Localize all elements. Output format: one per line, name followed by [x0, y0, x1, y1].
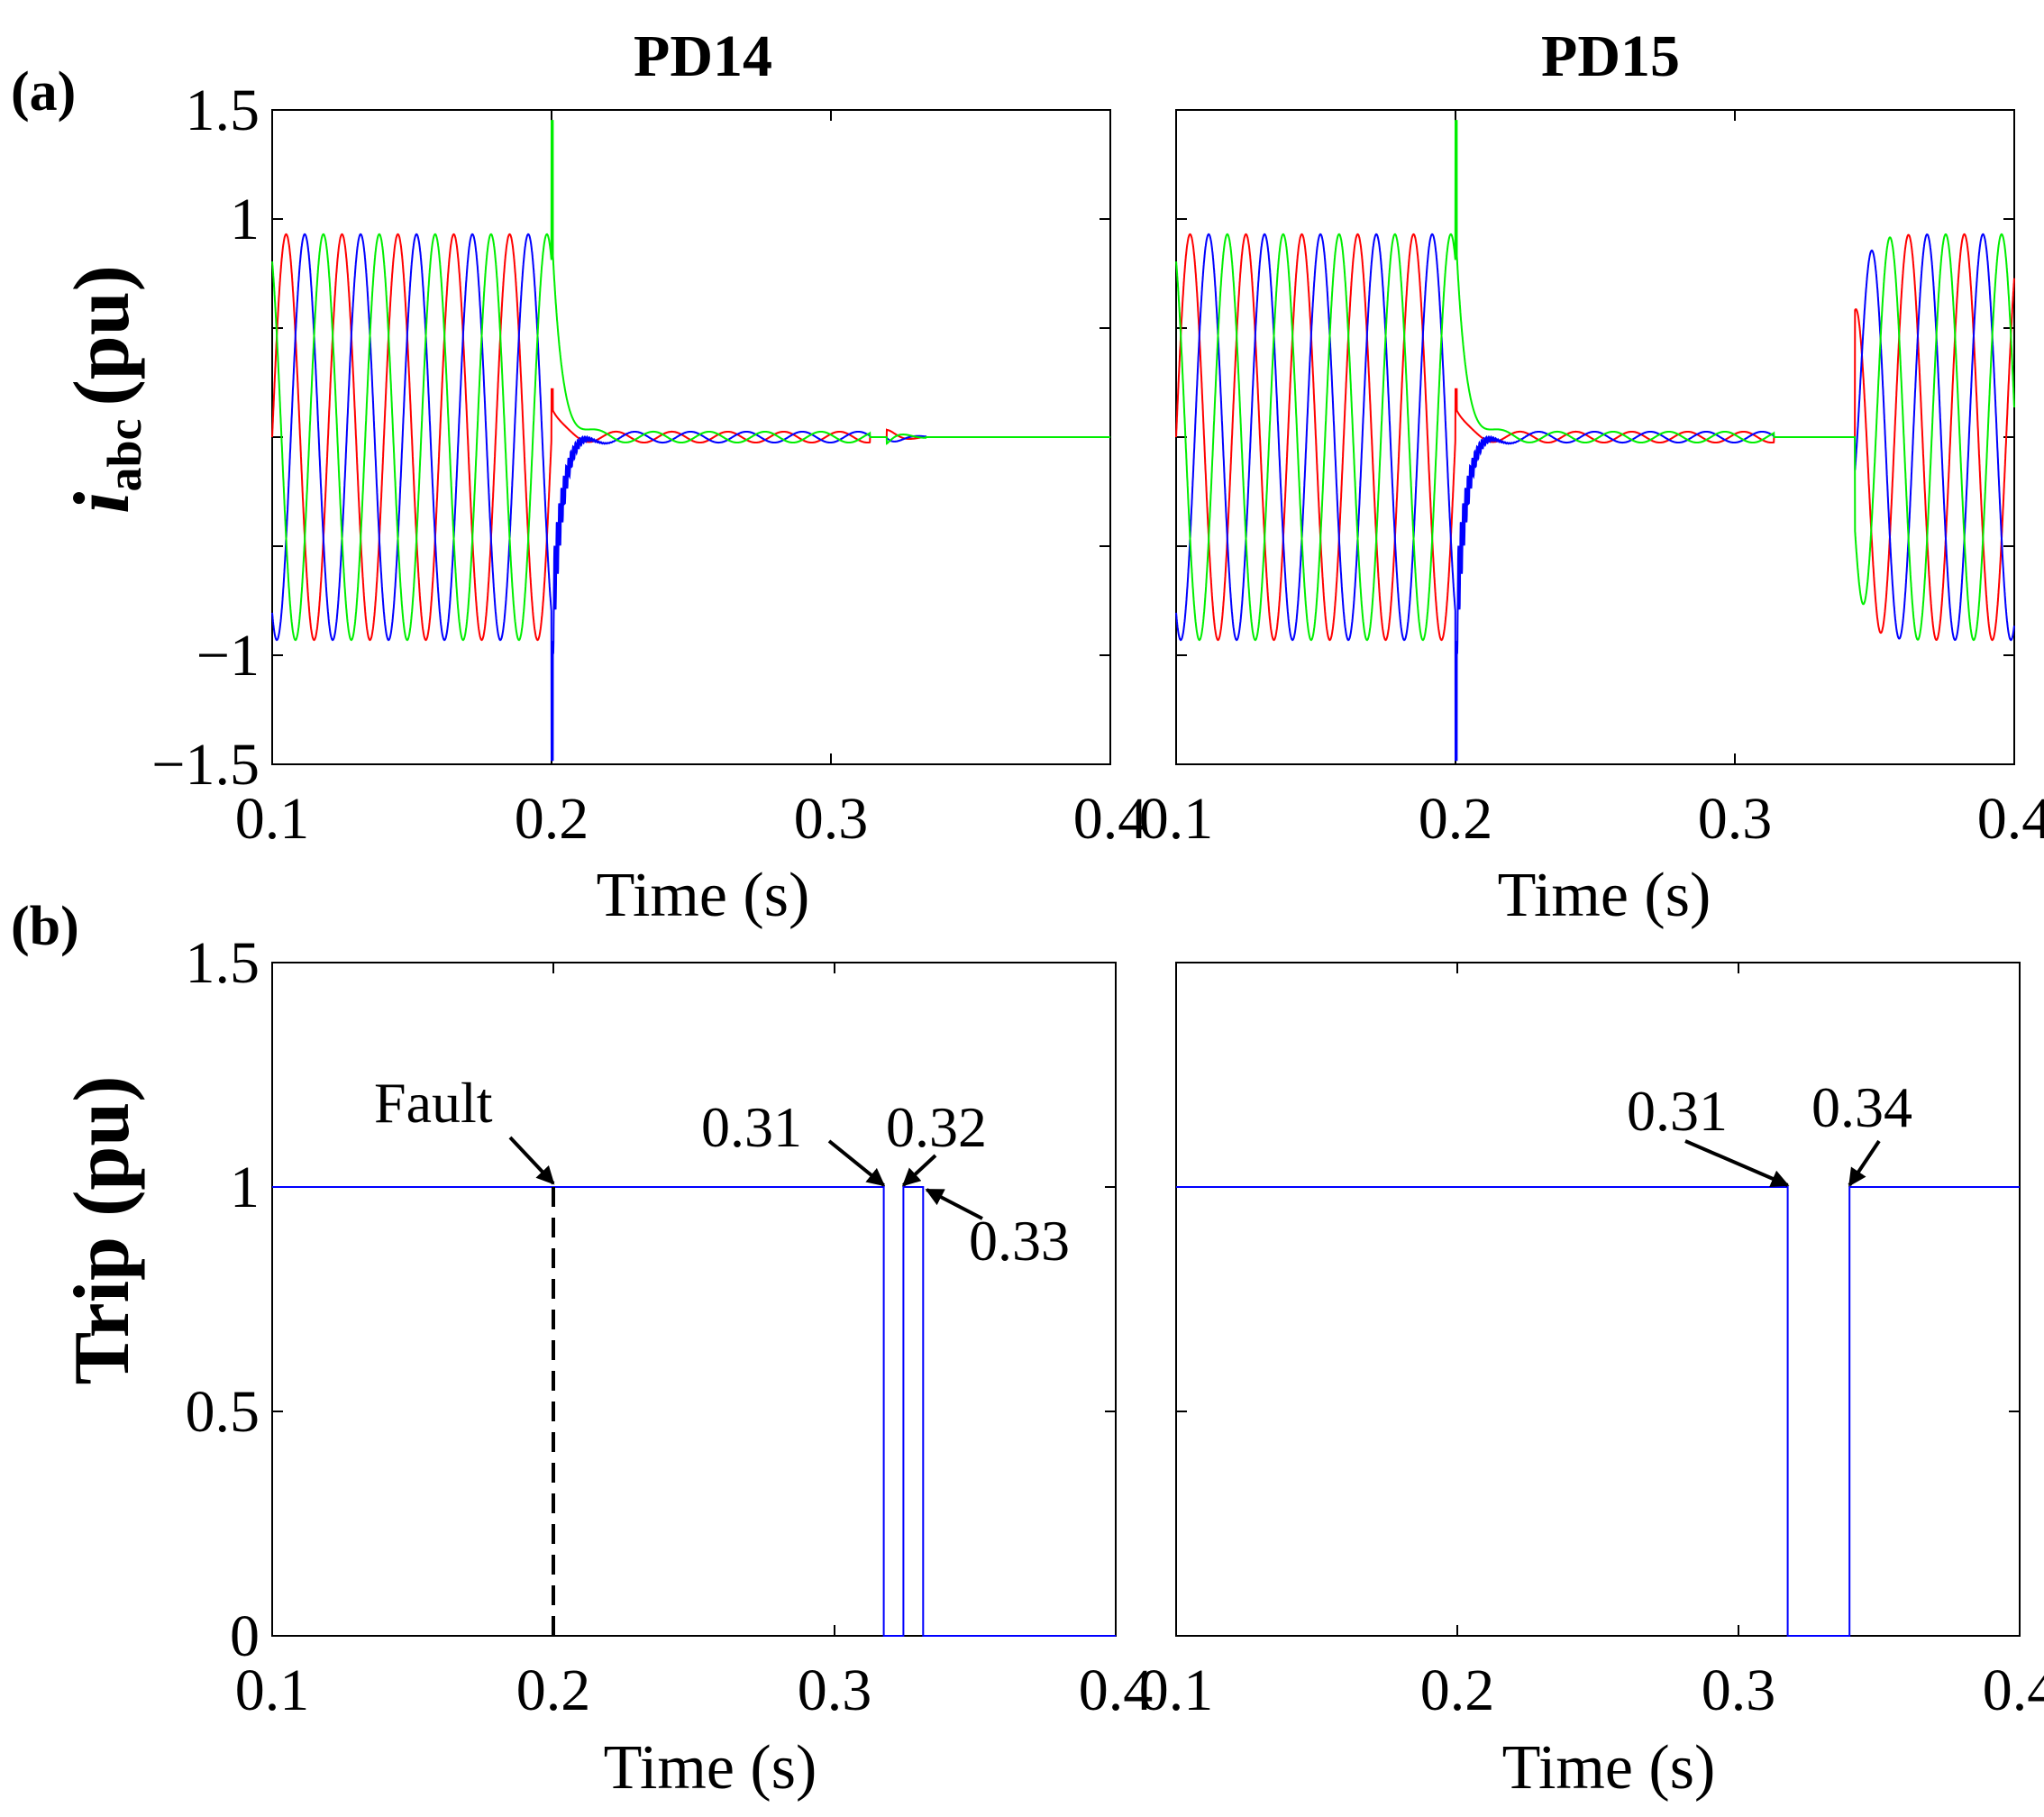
annotation-arrow-pd14-0	[827, 1139, 886, 1187]
x-tick-label: 0.1	[1139, 1657, 1214, 1723]
series-ib	[271, 233, 1110, 762]
annotation-pd14-0: 0.31	[701, 1095, 802, 1159]
x-tick-label: 0.3	[794, 786, 869, 852]
x-tick-label: 0.1	[1139, 786, 1214, 852]
annotation-pd15-1: 0.34	[1811, 1075, 1912, 1139]
panel-label-a: (a)	[11, 61, 76, 123]
plot-a-pd14: 0.1 0.2 0.3 0.4 −1.5 −1 1 1.5	[151, 78, 1147, 852]
x-axis-label-b-pd15: Time (s)	[1502, 1733, 1716, 1803]
fault-label: Fault	[374, 1071, 493, 1135]
annotation-pd14-2: 0.33	[969, 1209, 1070, 1273]
plot-b-pd15: 0.1 0.2 0.3 0.4	[1139, 962, 2044, 1723]
x-tick-label: 0.1	[235, 1657, 310, 1723]
y-axis-label-current: iabc (pu)	[59, 265, 151, 514]
annotation-arrow-pd14-2	[925, 1188, 983, 1220]
x-tick-label: 0.3	[1702, 1657, 1776, 1723]
panel-label-b: (b)	[11, 896, 79, 957]
x-tick-label: 0.2	[515, 786, 589, 852]
annotation-arrow-pd15-1	[1848, 1139, 1881, 1187]
series-ic	[1175, 120, 2015, 642]
x-tick-label: 0.4	[1073, 786, 1148, 852]
x-tick-label: 0.3	[798, 1657, 872, 1723]
x-tick-label: 0.2	[516, 1657, 591, 1723]
y-tick-label: −1.5	[151, 732, 260, 798]
plot-b-pd14: 0.1 0.2 0.3 0.4 0 0.5 1 1.5	[186, 930, 1154, 1723]
annotation-arrows	[508, 1136, 1881, 1220]
series-ib	[1175, 233, 2015, 762]
x-tick-label: 0.4	[1977, 786, 2044, 852]
x-tick-label: 0.3	[1698, 786, 1773, 852]
y-tick-label: 1	[230, 187, 260, 252]
annotation-arrow-pd14-1	[901, 1154, 937, 1187]
y-label-main: i	[59, 491, 146, 514]
annotation-pd14-1: 0.32	[886, 1095, 987, 1159]
x-tick-label: 0.4	[1079, 1657, 1154, 1723]
y-tick-label: 0	[230, 1603, 260, 1669]
x-tick-label: 0.2	[1419, 786, 1493, 852]
x-axis-label-b-pd14: Time (s)	[604, 1733, 817, 1803]
y-label-sub: abc	[97, 419, 151, 492]
y-tick-label: −1	[196, 623, 260, 689]
annotation-pd15-0: 0.31	[1627, 1079, 1728, 1143]
y-axis-label-trip: Trip (pu)	[59, 1075, 146, 1384]
chart-title-pd15: PD15	[1541, 23, 1680, 89]
trip-signal-line	[1176, 1186, 2020, 1637]
x-tick-label: 0.2	[1420, 1657, 1495, 1723]
annotation-arrow-pd15-0	[1684, 1139, 1790, 1188]
x-axis-label-a-pd15: Time (s)	[1498, 861, 1711, 930]
x-axis-label-a-pd14: Time (s)	[597, 861, 810, 930]
x-tick-label: 0.4	[1983, 1657, 2044, 1723]
y-tick-label: 1.5	[186, 930, 260, 996]
series-ia	[1175, 233, 2015, 642]
y-label-unit: (pu)	[59, 265, 146, 406]
fault-arrow	[508, 1136, 555, 1185]
y-tick-label: 0.5	[186, 1379, 260, 1445]
plot-a-pd15: 0.1 0.2 0.3 0.4	[1139, 109, 2044, 852]
y-tick-label: 1	[230, 1155, 260, 1220]
trip-signal-line	[272, 1186, 1116, 1637]
plot-frame	[271, 962, 1117, 1637]
plot-frame	[1175, 962, 2021, 1637]
chart-title-pd14: PD14	[634, 23, 772, 89]
x-tick-label: 0.1	[235, 786, 310, 852]
plot-frame	[1175, 109, 2015, 765]
series-ic	[271, 120, 1110, 642]
y-tick-label: 1.5	[186, 78, 260, 143]
